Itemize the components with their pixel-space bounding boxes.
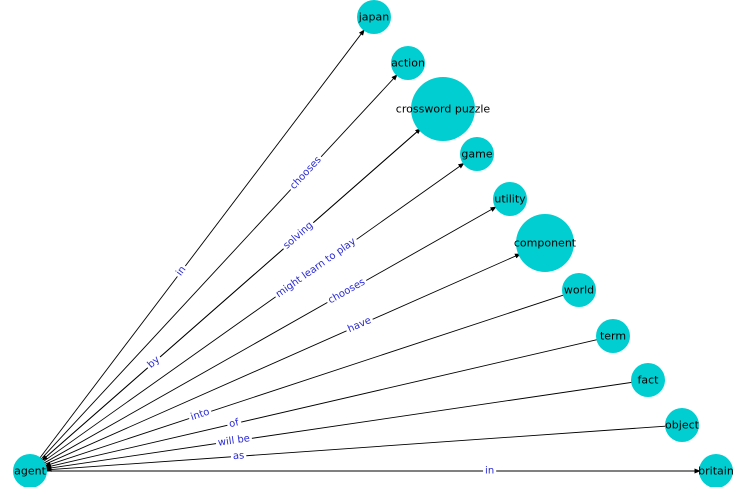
node-game: game (460, 137, 494, 171)
edges-layer (33, 28, 701, 474)
node-circle (665, 408, 699, 442)
node-object: object (665, 408, 700, 442)
node-label: britain (698, 465, 734, 478)
edge-object-agent (45, 424, 677, 472)
node-fact: fact (631, 363, 665, 397)
node-circle (596, 319, 630, 353)
edge-label-background (279, 217, 318, 254)
edge-label-agent-britain: in (485, 466, 494, 477)
node-circle (13, 454, 47, 487)
edge-label-object-agent: as (233, 450, 245, 462)
edge-term-agent (44, 336, 608, 469)
node-crossword-puzzle: crossword puzzle (396, 77, 491, 141)
edge-label-agent-utility: chooses (326, 277, 367, 307)
edge-label-background (143, 352, 165, 373)
node-label: component (514, 237, 577, 250)
node-label: agent (14, 465, 46, 478)
edge-label-background (215, 431, 253, 451)
edge-label-fact-agent: will be (217, 433, 250, 449)
node-world: world (562, 273, 596, 307)
edge-world-agent (44, 291, 574, 467)
node-label: action (391, 57, 425, 70)
edge-label-world-agent: into (189, 407, 211, 423)
edge-label-background (343, 313, 376, 337)
node-label: japan (358, 11, 390, 24)
edge-label-background (187, 405, 214, 425)
edge-agent-game (34, 162, 465, 468)
node-circle (411, 77, 475, 141)
edge-label-agent-japan: in (174, 264, 188, 278)
edge-label-background (172, 262, 191, 281)
edge-label-background (285, 152, 326, 194)
edge-agent-japan (33, 28, 366, 467)
node-component: component (514, 214, 577, 272)
node-utility: utility (493, 182, 527, 216)
node-label: game (461, 148, 492, 161)
node-circle (391, 46, 425, 80)
node-label: object (665, 419, 700, 432)
node-circle (493, 182, 527, 216)
edge-label-agent-crossword_puzzle: solving (281, 220, 315, 252)
edge-agent-component (35, 253, 522, 470)
edge-label-term-agent: of (228, 417, 240, 430)
node-label: utility (494, 193, 526, 206)
edge-label-background (230, 449, 247, 464)
edge-label-background (271, 234, 361, 303)
node-japan: japan (357, 0, 391, 34)
node-agent: agent (13, 454, 47, 487)
node-label: term (600, 330, 626, 343)
node-action: action (391, 46, 425, 80)
edge-label-agent-action: chooses (288, 155, 324, 192)
node-label: fact (638, 374, 660, 387)
nodes-layer: agent japan action crossword puzzle game util… (13, 0, 734, 487)
node-circle (460, 137, 494, 171)
edge-agent-utility (34, 206, 497, 469)
node-circle (516, 214, 574, 272)
edge-label-background (225, 415, 243, 432)
node-circle (631, 363, 665, 397)
node-circle (699, 454, 733, 487)
node-britain: britain (698, 454, 734, 487)
edge-crossword_puzzle-agent (41, 116, 435, 462)
edge-agent-action (33, 73, 398, 467)
node-label: world (564, 284, 594, 297)
edge-fact-agent (45, 380, 643, 471)
node-term: term (596, 319, 630, 353)
edge-label-background (324, 274, 370, 309)
edge-label-background (483, 464, 497, 478)
node-circle (562, 273, 596, 307)
node-circle (357, 0, 391, 34)
node-label: crossword puzzle (396, 103, 491, 116)
